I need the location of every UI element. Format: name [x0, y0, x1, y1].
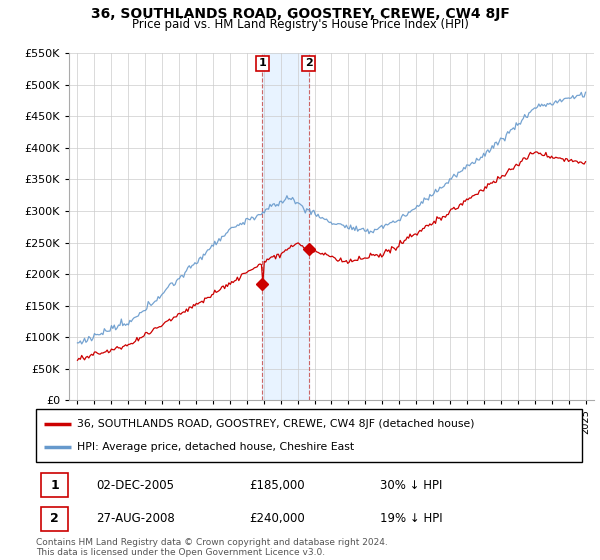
Text: £240,000: £240,000	[249, 512, 305, 525]
Text: HPI: Average price, detached house, Cheshire East: HPI: Average price, detached house, Ches…	[77, 442, 354, 452]
FancyBboxPatch shape	[41, 507, 68, 531]
Text: 1: 1	[50, 479, 59, 492]
Text: 30% ↓ HPI: 30% ↓ HPI	[380, 479, 442, 492]
Bar	[262, 53, 308, 400]
Text: 36, SOUTHLANDS ROAD, GOOSTREY, CREWE, CW4 8JF (detached house): 36, SOUTHLANDS ROAD, GOOSTREY, CREWE, CW…	[77, 419, 475, 429]
Text: Contains HM Land Registry data © Crown copyright and database right 2024.
This d: Contains HM Land Registry data © Crown c…	[36, 538, 388, 557]
Text: 2: 2	[305, 58, 313, 68]
FancyBboxPatch shape	[41, 473, 68, 497]
Text: 19% ↓ HPI: 19% ↓ HPI	[380, 512, 443, 525]
Text: 36, SOUTHLANDS ROAD, GOOSTREY, CREWE, CW4 8JF: 36, SOUTHLANDS ROAD, GOOSTREY, CREWE, CW…	[91, 7, 509, 21]
FancyBboxPatch shape	[36, 409, 582, 462]
Text: 27-AUG-2008: 27-AUG-2008	[96, 512, 175, 525]
Text: 2: 2	[50, 512, 59, 525]
Text: 1: 1	[259, 58, 266, 68]
Text: 02-DEC-2005: 02-DEC-2005	[96, 479, 174, 492]
Text: £185,000: £185,000	[249, 479, 305, 492]
Text: Price paid vs. HM Land Registry's House Price Index (HPI): Price paid vs. HM Land Registry's House …	[131, 18, 469, 31]
